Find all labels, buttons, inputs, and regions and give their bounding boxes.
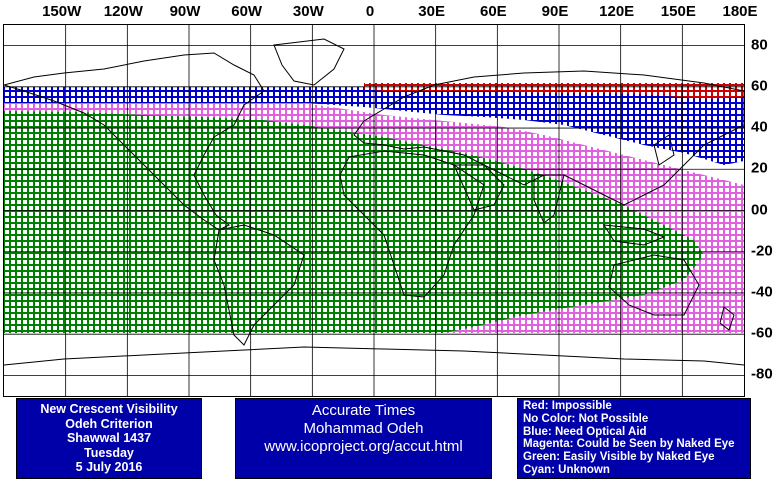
longitude-label: 120E bbox=[599, 3, 635, 20]
visibility-map-canvas bbox=[4, 25, 744, 396]
latitude-label: 20 bbox=[751, 159, 768, 177]
legend-magenta: Magenta: Could be Seen by Naked Eye bbox=[523, 438, 735, 451]
latitude-label: 80 bbox=[751, 36, 768, 54]
coastlines bbox=[4, 38, 744, 366]
longitude-label: 30E bbox=[418, 3, 446, 20]
info-title: New Crescent Visibility bbox=[40, 402, 178, 416]
credits-url: www.icoproject.org/accut.html bbox=[264, 438, 463, 455]
credits-panel: Accurate Times Mohammad Odeh www.icoproj… bbox=[235, 398, 492, 479]
info-month: Shawwal 1437 bbox=[66, 431, 152, 445]
info-criterion: Odeh Criterion bbox=[65, 416, 153, 431]
longitude-label: 150W bbox=[42, 3, 82, 20]
grid-lines bbox=[4, 25, 744, 396]
world-map bbox=[3, 24, 745, 397]
longitude-label: 60E bbox=[479, 3, 507, 20]
longitude-label: 90W bbox=[169, 3, 201, 20]
longitude-label: 0 bbox=[365, 3, 375, 20]
info-weekday: Tuesday bbox=[84, 445, 134, 460]
longitude-label: 60W bbox=[231, 3, 263, 20]
legend-cyan: Cyan: Unknown bbox=[523, 463, 610, 476]
latitude-label: 40 bbox=[751, 118, 768, 136]
longitude-label: 30W bbox=[292, 3, 324, 20]
latitude-label: -20 bbox=[751, 242, 773, 260]
latitude-label: -40 bbox=[751, 283, 773, 301]
latitude-label: -60 bbox=[751, 324, 773, 342]
info-panel: New Crescent Visibility Odeh Criterion S… bbox=[16, 398, 202, 479]
zone-easily-visible bbox=[4, 111, 704, 333]
longitude-label: 120W bbox=[103, 3, 143, 20]
longitude-label: 90E bbox=[541, 3, 569, 20]
legend-green: Green: Easily Visible by Naked Eye bbox=[523, 451, 715, 464]
credits-line1: Accurate Times bbox=[311, 402, 416, 419]
latitude-label: 60 bbox=[751, 77, 768, 95]
legend-panel: Red: Impossible No Color: Not Possible B… bbox=[517, 398, 751, 479]
latitude-label: 00 bbox=[751, 201, 768, 218]
longitude-label: 180E bbox=[722, 3, 758, 20]
legend-no-color: No Color: Not Possible bbox=[523, 412, 649, 425]
longitude-label: 150E bbox=[660, 3, 696, 20]
latitude-label: -80 bbox=[751, 365, 773, 383]
legend-red: Red: Impossible bbox=[523, 400, 612, 412]
credits-line2: Mohammad Odeh bbox=[303, 420, 424, 437]
info-date: 5 July 2016 bbox=[75, 460, 143, 474]
legend-blue: Blue: Need Optical Aid bbox=[523, 425, 647, 438]
